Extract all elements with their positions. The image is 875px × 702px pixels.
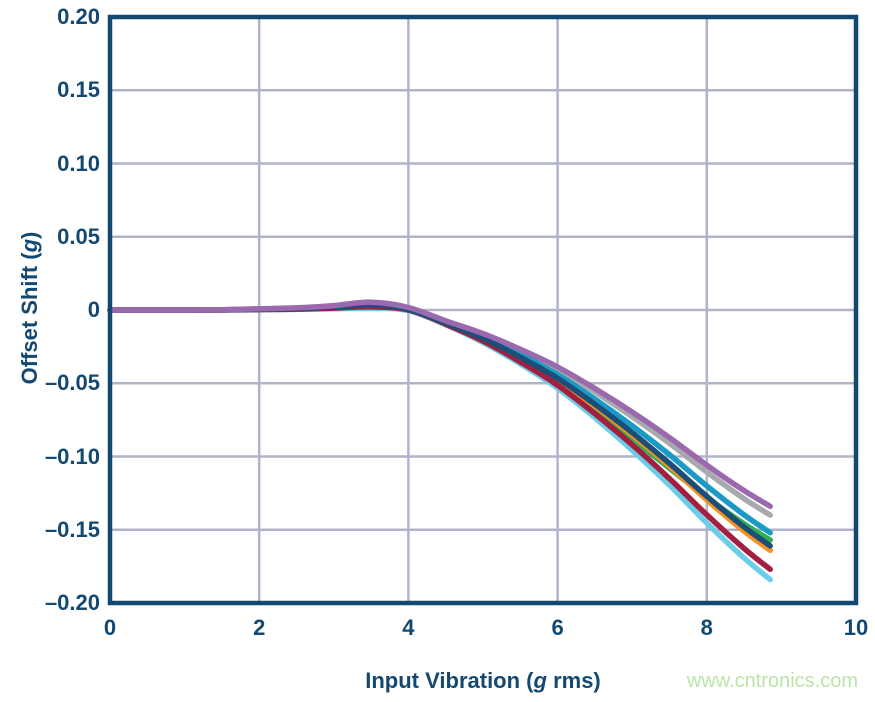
y-tick-label: 0.20 (57, 4, 100, 29)
x-axis-title-suffix: rms) (546, 668, 601, 693)
x-tick-label: 8 (700, 615, 713, 640)
y-tick-label: 0 (87, 297, 100, 322)
x-axis-title: Input Vibration (g rms) (365, 668, 601, 694)
x-tick-label: 0 (103, 615, 117, 640)
series-line-purple (107, 299, 773, 510)
y-tick-label: –0.20 (44, 590, 100, 615)
x-tick-label: 4 (402, 615, 415, 640)
x-axis-title-italic-g: g (533, 668, 547, 693)
y-tick-label: 0.05 (57, 223, 100, 249)
series-line-teal (107, 301, 773, 536)
watermark-text: www.cntronics.com (686, 670, 858, 692)
x-tick-label: 6 (551, 615, 564, 640)
y-tick-label: 0.10 (57, 150, 100, 176)
series-line-orange (107, 302, 773, 554)
x-tick-label: 10 (843, 615, 869, 640)
series-line-green (107, 302, 773, 543)
y-tick-label: –0.05 (44, 370, 100, 396)
y-tick-label: –0.15 (44, 516, 100, 542)
y-tick-label: 0.15 (57, 77, 100, 103)
y-axis-title-text: Offset Shift ( (17, 252, 42, 385)
y-tick-label: –0.10 (44, 443, 100, 469)
series-line-navy (107, 302, 773, 549)
x-axis-title-text: Input Vibration ( (365, 668, 534, 693)
y-axis-title-suffix: ) (17, 231, 42, 239)
x-tick-label: 2 (253, 615, 266, 640)
axis-frame (107, 14, 859, 606)
y-axis-title-italic-g: g (17, 238, 42, 253)
y-axis-title: Offset Shift (g) (17, 232, 43, 385)
